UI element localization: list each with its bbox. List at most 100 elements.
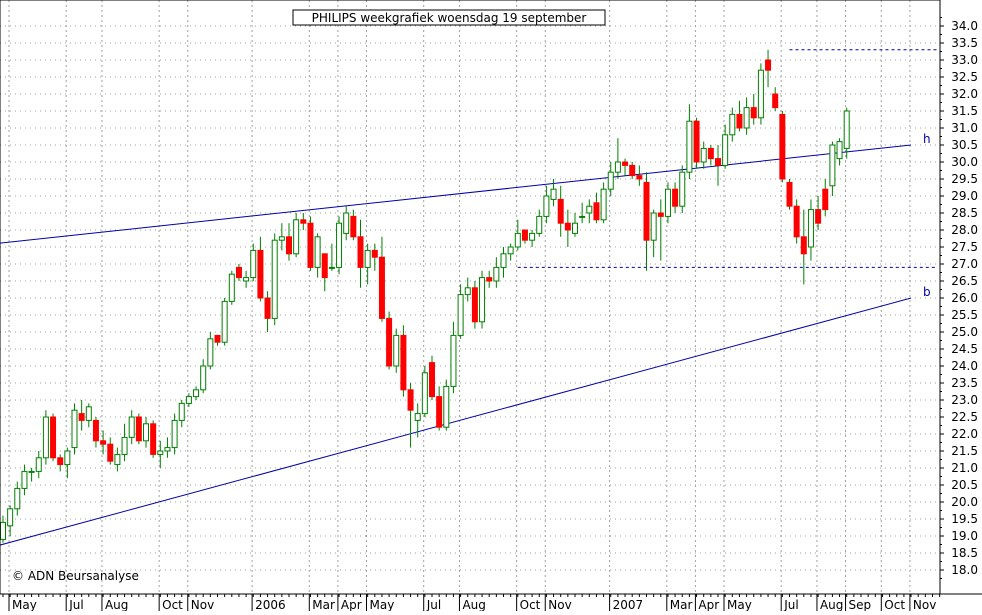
- candle-body-up: [843, 110, 850, 149]
- x-tick-label: Apr: [698, 598, 719, 611]
- x-tick-label: Nov: [913, 598, 936, 611]
- candle-body-down: [407, 389, 414, 411]
- candle-body-up: [200, 365, 207, 391]
- candle-body-up: [757, 69, 764, 119]
- candle-body-down: [800, 236, 807, 255]
- candle-body-up: [0, 521, 6, 540]
- y-tick-label: 31.5: [951, 104, 978, 118]
- x-tick-label: Aug: [820, 598, 843, 611]
- candle-body-down: [350, 215, 357, 238]
- candle-body-up: [178, 402, 185, 421]
- y-tick-label: 22.5: [951, 410, 978, 424]
- candle-body-down: [772, 93, 779, 109]
- candle-body-up: [586, 205, 593, 214]
- candle-body-down: [707, 147, 714, 160]
- candle-body-down: [521, 229, 528, 241]
- candle-body-up: [579, 215, 586, 218]
- candle-body-up: [71, 409, 78, 449]
- x-tick-label: Aug: [462, 598, 485, 611]
- candle-body-up: [607, 171, 614, 190]
- candle-body-up: [114, 453, 121, 466]
- y-tick-label: 29.5: [951, 172, 978, 186]
- y-tick-label: 22.0: [951, 427, 978, 441]
- candles: [0, 49, 850, 543]
- candle-body-up: [414, 413, 421, 421]
- x-tick-label: 2006: [255, 598, 286, 611]
- candle-body-up: [743, 107, 750, 129]
- y-tick-label: 30.5: [951, 138, 978, 152]
- candle-body-down: [321, 253, 328, 279]
- candle-body-up: [193, 389, 200, 398]
- y-tick-label: 18.5: [951, 546, 978, 560]
- candle-body-up: [807, 209, 814, 248]
- candle-body-up: [293, 219, 300, 255]
- x-tick-label: Oct: [884, 598, 905, 611]
- y-tick-label: 25.5: [951, 308, 978, 322]
- candle-body-down: [693, 120, 700, 163]
- y-tick-label: 33.5: [951, 36, 978, 50]
- x-tick-label: May: [727, 598, 752, 611]
- candle-body-down: [429, 362, 435, 398]
- candle-body-down: [636, 175, 643, 180]
- x-tick-label: Jul: [783, 598, 798, 611]
- candle-body-up: [228, 273, 235, 302]
- candle-body-down: [307, 222, 314, 268]
- candle-body-down: [386, 317, 393, 367]
- candle-body-down: [357, 236, 364, 268]
- chart-title-box: PHILIPS weekgrafiek woensdag 19 septembe…: [292, 9, 606, 26]
- candle-body-up: [250, 249, 257, 279]
- y-axis-ticks: 18.0 18.5 19.0 19.5 20.0 20.5 21.0 21.5 22.0 22.5…: [940, 17, 978, 579]
- candle-body-up: [28, 470, 35, 473]
- candle-body-down: [750, 107, 757, 119]
- candle-body-up: [42, 416, 49, 459]
- candle-body-up: [600, 188, 607, 221]
- candle-body-down: [471, 287, 478, 323]
- y-tick-label: 18.0: [951, 563, 978, 577]
- candle-body-up: [722, 134, 729, 166]
- candle-body-down: [214, 334, 221, 343]
- y-tick-label: 27.5: [951, 240, 978, 254]
- candle-body-up: [85, 406, 92, 421]
- y-tick-label: 34.0: [951, 19, 978, 33]
- candle-body-down: [779, 113, 786, 180]
- y-tick-label: 32.5: [951, 70, 978, 84]
- y-tick-label: 21.0: [951, 461, 978, 475]
- candle-body-up: [443, 385, 450, 428]
- candle-body-up: [507, 246, 514, 255]
- candle-body-up: [164, 447, 171, 452]
- candle-body-up: [14, 487, 21, 510]
- candle-body-down: [257, 249, 264, 299]
- candle-body-up: [514, 232, 521, 248]
- x-tick-label: Aug: [105, 598, 128, 611]
- x-tick-label: 2007: [613, 598, 644, 611]
- y-tick-label: 23.5: [951, 376, 978, 390]
- candle-body-down: [793, 205, 800, 238]
- candle-body-down: [92, 419, 99, 442]
- candle-body-down: [672, 188, 679, 207]
- y-tick-label: 21.5: [951, 444, 978, 458]
- trendline-label-b: b: [923, 285, 931, 299]
- candle-body-down: [150, 423, 157, 455]
- y-tick-label: 27.0: [951, 257, 978, 271]
- candle-body-up: [479, 277, 486, 323]
- x-tick-label: Mar: [312, 598, 335, 611]
- trendline-b: [0, 297, 912, 546]
- candle-body-down: [57, 457, 64, 466]
- candle-body-down: [100, 440, 107, 445]
- copyright-label: © ADN Beursanalyse: [12, 569, 139, 583]
- y-tick-label: 30.0: [951, 155, 978, 169]
- candle-body-up: [393, 334, 400, 367]
- candle-body-up: [529, 232, 536, 241]
- candle-body-up: [143, 423, 149, 442]
- candle-body-down: [622, 161, 629, 166]
- candle-body-down: [629, 164, 636, 177]
- candle-body-up: [336, 222, 343, 268]
- y-tick-label: 28.5: [951, 206, 978, 220]
- candle-body-down: [643, 181, 650, 241]
- candle-body-up: [664, 188, 671, 217]
- y-tick-label: 24.0: [951, 359, 978, 373]
- candle-body-up: [829, 144, 836, 187]
